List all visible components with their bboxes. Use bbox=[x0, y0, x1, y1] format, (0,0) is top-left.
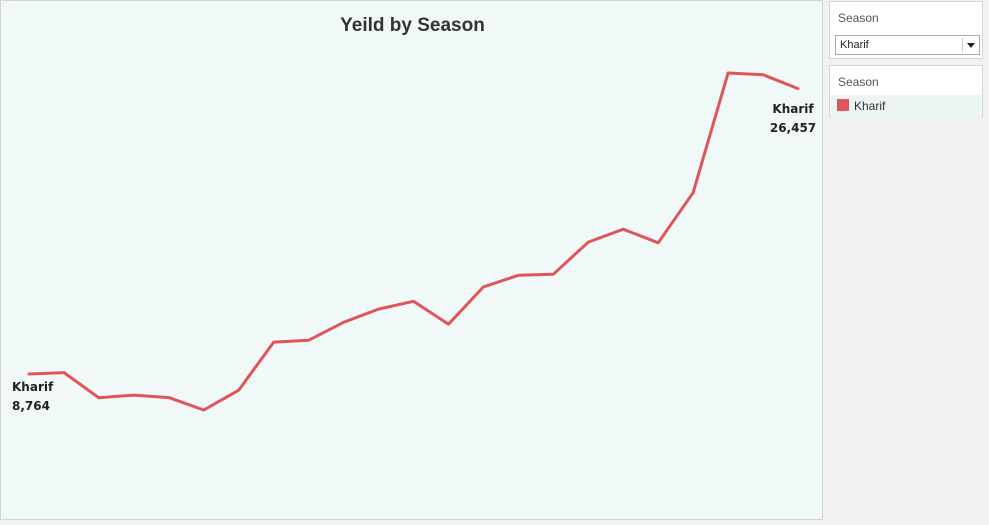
end-label-series: Kharif bbox=[772, 102, 814, 116]
start-label-value: 8,764 bbox=[12, 399, 50, 413]
season-filter-value: Kharif bbox=[840, 39, 869, 51]
series-line-kharif[interactable] bbox=[27, 71, 800, 412]
end-label-value: 26,457 bbox=[770, 121, 816, 135]
season-filter-dropdown[interactable]: Kharif bbox=[835, 35, 980, 55]
chart-area: Yeild by Season Kharif 8,764 Kharif 26,4… bbox=[0, 0, 823, 520]
season-filter-card: Season Kharif bbox=[829, 1, 983, 59]
line-chart: Kharif 8,764 Kharif 26,457 bbox=[12, 71, 816, 413]
dropdown-divider bbox=[962, 38, 963, 52]
chart-title: Yeild by Season bbox=[340, 15, 485, 36]
legend-swatch bbox=[837, 99, 849, 111]
season-legend-card: Season Kharif bbox=[829, 65, 983, 117]
filter-title: Season bbox=[838, 11, 879, 25]
legend-label: Kharif bbox=[854, 99, 886, 113]
legend-title: Season bbox=[838, 75, 879, 89]
side-panel: Season Kharif Season Kharif bbox=[829, 0, 989, 525]
chevron-down-icon[interactable] bbox=[967, 43, 975, 48]
legend-item-kharif[interactable]: Kharif bbox=[831, 95, 981, 117]
start-label-series: Kharif bbox=[12, 380, 54, 394]
